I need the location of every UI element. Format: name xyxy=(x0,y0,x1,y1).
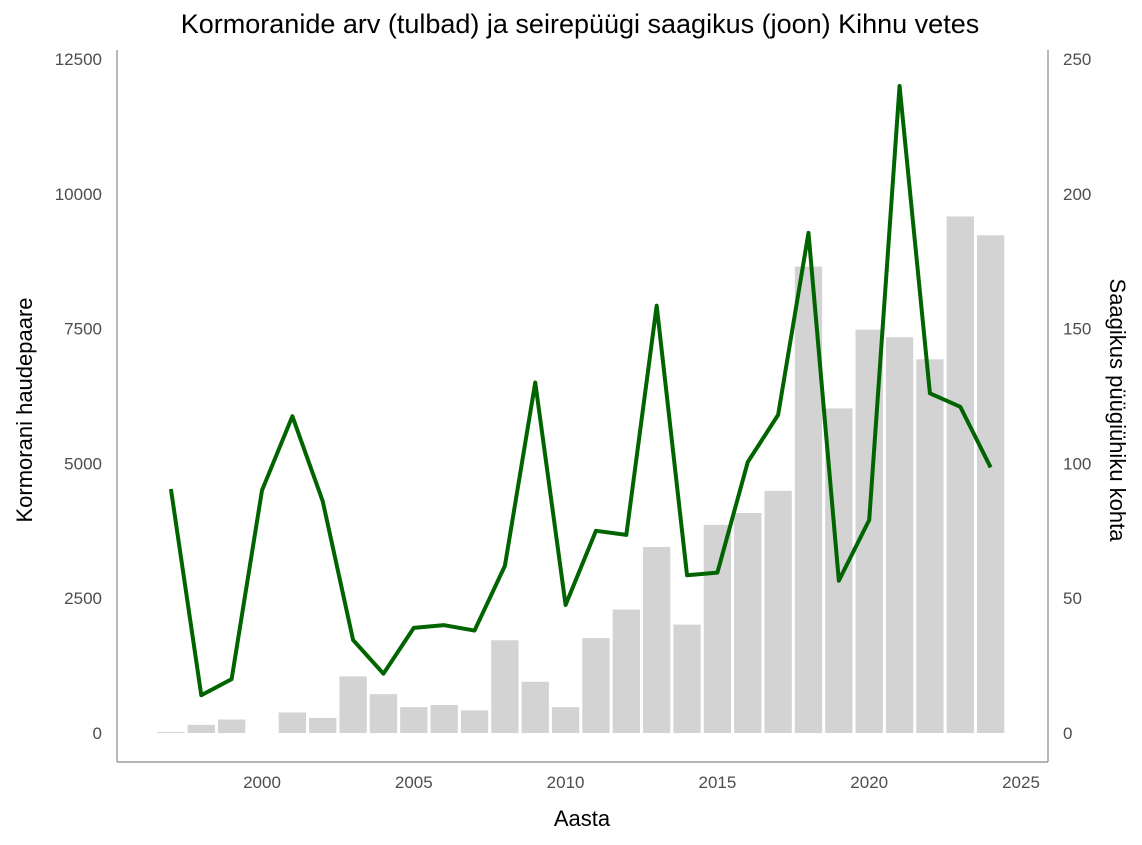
yield-line xyxy=(168,83,993,698)
tick-labels: 2000 2005 2010 2015 2020 20250250050007500100… xyxy=(55,50,1092,792)
y-tick-label: 2500 xyxy=(64,589,102,608)
bar-1999 xyxy=(217,719,246,733)
y2-tick-label: 250 xyxy=(1063,50,1091,69)
bar-2024 xyxy=(976,235,1005,733)
y-tick-label: 10000 xyxy=(55,185,102,204)
y2-axis-label: Saagikus püügiühiku kohta xyxy=(1105,279,1130,543)
bar-1998 xyxy=(187,724,215,733)
bar-1997 xyxy=(157,731,185,733)
bar-2004 xyxy=(369,694,398,733)
y2-tick-label: 0 xyxy=(1063,724,1072,743)
y2-tick-label: 200 xyxy=(1063,185,1091,204)
y-tick-label: 7500 xyxy=(64,320,102,339)
bar-2006 xyxy=(430,704,458,733)
x-tick-label: 2005 xyxy=(395,773,433,792)
bar-2008 xyxy=(491,640,519,733)
bar-2005 xyxy=(400,707,428,733)
y2-tick-label: 100 xyxy=(1063,454,1091,473)
bar-2003 xyxy=(339,676,367,733)
bar-2016 xyxy=(734,513,762,733)
bar-2023 xyxy=(946,216,974,733)
y-tick-label: 0 xyxy=(93,724,102,743)
x-tick-label: 2000 xyxy=(243,773,281,792)
x-tick-label: 2020 xyxy=(850,773,888,792)
bar-2013 xyxy=(643,546,671,733)
bar-2012 xyxy=(612,609,640,733)
bar-2021 xyxy=(885,337,914,733)
bar-2014 xyxy=(673,624,701,733)
line-group xyxy=(168,83,993,698)
bars-group xyxy=(157,216,1005,733)
x-axis-label: Aasta xyxy=(554,806,611,831)
bar-2010 xyxy=(551,707,580,733)
y-axis-label: Kormorani haudepaare xyxy=(12,297,37,522)
chart-title: Kormoranide arv (tulbad) ja seirepüügi s… xyxy=(181,9,979,39)
x-tick-label: 2025 xyxy=(1002,773,1040,792)
bar-2002 xyxy=(309,717,337,733)
bar-2009 xyxy=(521,681,549,733)
x-tick-label: 2010 xyxy=(547,773,585,792)
y2-tick-label: 50 xyxy=(1063,589,1082,608)
bar-2017 xyxy=(764,490,792,733)
bar-2001 xyxy=(278,712,307,733)
axes xyxy=(116,50,1049,763)
bar-2007 xyxy=(460,710,489,733)
bar-2015 xyxy=(703,524,732,733)
x-tick-label: 2015 xyxy=(698,773,736,792)
y-tick-label: 5000 xyxy=(64,454,102,473)
y-tick-label: 12500 xyxy=(55,50,102,69)
bar-2022 xyxy=(916,359,944,733)
bar-2011 xyxy=(582,638,610,733)
y2-tick-label: 150 xyxy=(1063,320,1091,339)
